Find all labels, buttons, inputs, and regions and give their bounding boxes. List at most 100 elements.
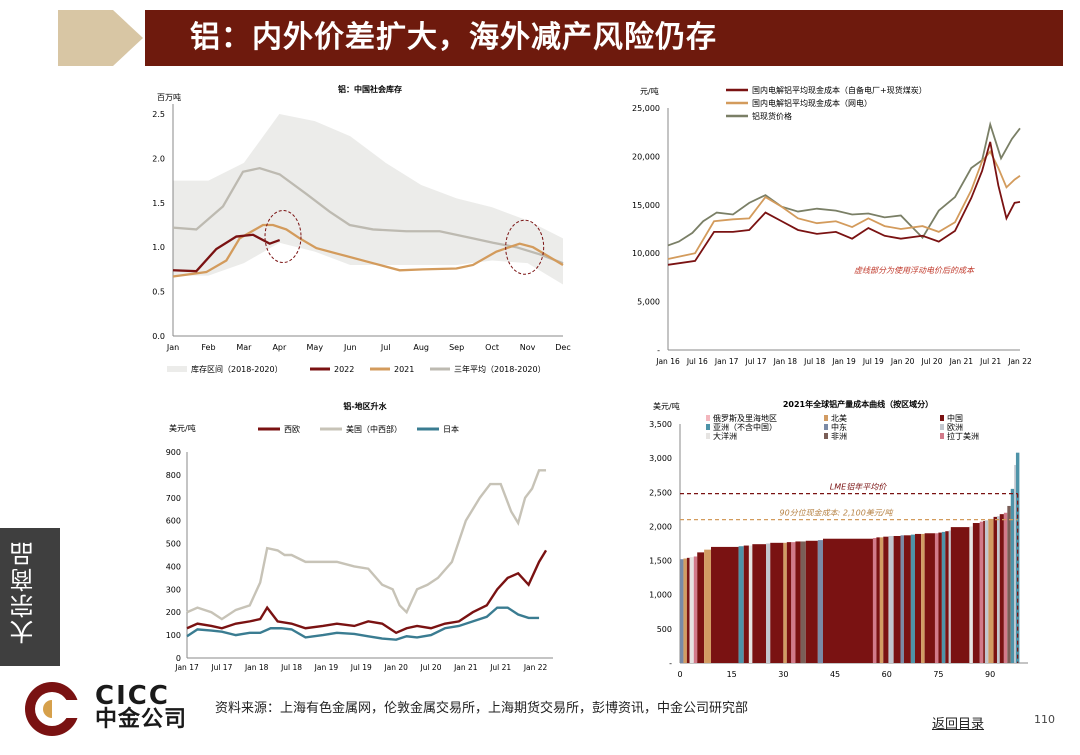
y-axis-unit: 美元/吨 [169, 423, 196, 433]
side-section-label: 大宗商品 [10, 540, 38, 644]
cost-bar [704, 549, 712, 663]
x-tick-label: Jan 19 [314, 663, 339, 672]
y-tick-label: - [657, 346, 660, 355]
chevron-decoration [58, 10, 143, 66]
y-axis-unit: 百万吨 [157, 92, 181, 102]
legend-label: 库存区间（2018-2020） [191, 364, 283, 374]
series-line [186, 606, 540, 641]
cost-bar [795, 541, 801, 663]
cost-bar [738, 546, 744, 663]
y-axis-unit: 美元/吨 [653, 401, 680, 411]
cost-bar [786, 542, 792, 663]
x-tick-label: Oct [485, 343, 499, 352]
cost-bar [893, 535, 901, 663]
x-tick-label: Mar [236, 343, 252, 352]
y-tick-label: 15,000 [632, 201, 660, 210]
cost-bar [910, 534, 915, 663]
x-tick-label: Jul 17 [210, 663, 232, 672]
cost-bar [783, 542, 787, 663]
y-tick-label: 1,000 [649, 591, 672, 600]
legend-label: 亚洲（不含中国） [713, 422, 777, 432]
y-tick-label: 0.0 [152, 332, 165, 341]
x-tick-label: Jan 20 [890, 357, 915, 366]
y-tick-label: 2.0 [152, 154, 165, 163]
legend-label: 三年平均（2018-2020） [454, 364, 546, 374]
x-tick-label: Jan 18 [244, 663, 269, 672]
legend-swatch [940, 415, 944, 421]
title-banner [145, 10, 1063, 66]
cost-bar [766, 543, 771, 663]
x-tick-label: Jan 20 [383, 663, 408, 672]
x-tick-label: 45 [830, 670, 840, 679]
back-to-contents-link[interactable]: 返回目录 [932, 717, 985, 732]
chart-annotation: 虚线部分为使用浮动电价后的成本 [854, 266, 975, 275]
series-line [186, 549, 548, 635]
x-tick-label: Jan 17 [174, 663, 199, 672]
cost-bar [945, 531, 949, 663]
y-tick-label: 0 [176, 654, 181, 663]
highlight-circle [505, 219, 545, 275]
legend-label: 美国（中西部） [346, 424, 402, 434]
legend-label: 铝现货价格 [752, 111, 792, 121]
x-tick-label: Apr [272, 343, 287, 352]
legend-label: 欧洲 [947, 422, 963, 432]
cost-bar [934, 533, 939, 663]
legend-swatch [706, 433, 710, 439]
x-tick-label: Jan 18 [773, 357, 798, 366]
x-tick-label: Jul 18 [803, 357, 825, 366]
cost-bar [711, 546, 739, 663]
legend-label: 2021 [394, 365, 414, 374]
cost-bar [984, 520, 989, 663]
legend-swatch [706, 415, 710, 421]
cost-bar [888, 535, 894, 663]
cost-bar [697, 552, 705, 663]
x-tick-label: Dec [555, 343, 570, 352]
legend-swatch [167, 366, 187, 372]
legend-label: 中东 [831, 422, 847, 432]
x-tick-label: Jan [166, 343, 179, 352]
x-tick-label: 90 [985, 670, 995, 679]
y-tick-label: 100 [166, 631, 181, 640]
cost-bar [999, 514, 1004, 663]
cost-bar [996, 516, 1000, 663]
x-tick-label: Jan 22 [523, 663, 548, 672]
y-tick-label: 2,500 [649, 488, 672, 497]
cost-bar [683, 558, 687, 663]
cost-bar [903, 535, 911, 663]
cost-bar [914, 533, 922, 663]
cost-bar [993, 516, 997, 663]
cost-bar [791, 542, 796, 663]
page-number: 110 [1034, 713, 1055, 726]
cost-bar [972, 523, 980, 663]
cost-bar [979, 521, 984, 663]
cost-bar [883, 536, 889, 663]
y-tick-label: 300 [166, 585, 181, 594]
x-tick-label: Jul [380, 343, 391, 352]
series-line [667, 149, 1021, 260]
x-tick-label: 0 [677, 670, 682, 679]
y-tick-label: 1.0 [152, 243, 165, 252]
cost-bar [941, 531, 946, 663]
cost-bar [817, 540, 823, 663]
cost-bar [879, 537, 884, 663]
x-tick-label: 75 [933, 670, 943, 679]
legend-label: 北美 [831, 413, 847, 423]
legend-label: 非洲 [831, 431, 847, 441]
x-tick-label: Jul 19 [350, 663, 372, 672]
legend-label: 国内电解铝平均现金成本（网电） [752, 98, 872, 108]
y-tick-label: 5,000 [637, 298, 660, 307]
chart-title: 2021年全球铝产量成本曲线（按区域分） [783, 399, 933, 409]
cost-bar [938, 532, 942, 663]
cost-bar [689, 557, 694, 663]
cost-bar [872, 538, 877, 663]
cost-bar [950, 527, 970, 663]
x-tick-label: Aug [413, 343, 429, 352]
series-line [186, 469, 547, 621]
y-tick-label: 2,000 [649, 522, 672, 531]
y-tick-label: 10,000 [632, 249, 660, 258]
legend-swatch [706, 424, 710, 430]
series-line-2 [172, 166, 564, 265]
cost-bar [770, 542, 784, 663]
legend-swatch [824, 424, 828, 430]
y-tick-label: - [669, 659, 672, 668]
